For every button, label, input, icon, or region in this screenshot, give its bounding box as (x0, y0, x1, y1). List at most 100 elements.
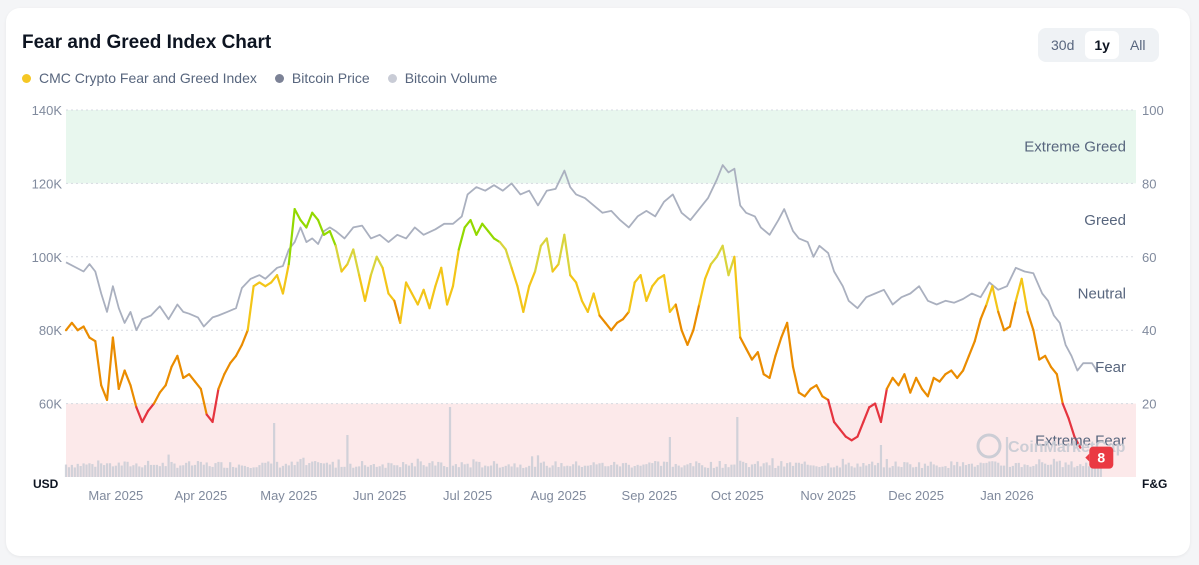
volume-bar (399, 467, 402, 477)
volume-bar (569, 466, 572, 477)
volume-bar (1038, 459, 1041, 477)
volume-bar (155, 464, 158, 477)
volume-bar (360, 461, 364, 477)
volume-bar (501, 466, 504, 477)
volume-bar (281, 465, 285, 477)
volume-bar (821, 466, 824, 477)
zone-label-greed: Greed (1084, 212, 1126, 229)
volume-bar (747, 467, 751, 477)
index-segment (129, 384, 138, 409)
index-segment (739, 336, 748, 350)
volume-bar (223, 467, 226, 477)
volume-bar (226, 467, 229, 477)
x-axis-tick: Aug 2025 (531, 488, 587, 503)
volume-bar (551, 465, 554, 477)
volume-bar (929, 461, 932, 477)
volume-bar (724, 464, 727, 477)
volume-bar (850, 466, 853, 477)
index-segment (516, 285, 525, 313)
volume-bar (592, 462, 595, 477)
range-all-button[interactable]: All (1129, 37, 1146, 53)
volume-bar (701, 465, 704, 477)
index-segment (223, 362, 232, 376)
volume-bars (64, 407, 1102, 477)
current-value-text: 8 (1097, 450, 1105, 466)
volume-bar (830, 467, 833, 477)
volume-bar (126, 461, 129, 477)
zone-label-neutral: Neutral (1078, 286, 1126, 303)
volume-bar (1011, 465, 1014, 477)
index-segment (451, 248, 460, 288)
legend-item-price[interactable]: Bitcoin Price (274, 70, 370, 86)
volume-bar (633, 466, 636, 477)
index-segment (1067, 417, 1076, 438)
index-segment (299, 219, 308, 229)
x-axis-tick: Dec 2025 (888, 488, 944, 503)
index-segment (170, 354, 179, 368)
index-segment (762, 373, 771, 380)
volume-bar (419, 461, 422, 477)
volume-bar (211, 466, 214, 477)
volume-bar (188, 461, 191, 477)
volume-bar (533, 466, 537, 477)
legend-item-index[interactable]: CMC Crypto Fear and Greed Index (22, 70, 257, 86)
volume-bar (378, 466, 381, 477)
index-segment (141, 409, 150, 424)
volume-bar (469, 467, 472, 477)
volume-bar (146, 460, 150, 477)
volume-bar (103, 465, 106, 477)
volume-bar (105, 463, 109, 477)
index-segment (651, 277, 660, 288)
index-segment (662, 274, 671, 313)
volume-bar (73, 467, 76, 477)
left-axis-tick: 120K (32, 176, 63, 191)
volume-bar (1093, 466, 1097, 477)
volume-bar (325, 462, 329, 477)
index-segment (780, 321, 789, 339)
index-segment (686, 329, 695, 346)
index-segment (117, 369, 126, 391)
volume-bar (82, 463, 85, 477)
range-1y-button[interactable]: 1y (1085, 31, 1119, 59)
legend-item-volume[interactable]: Bitcoin Volume (387, 70, 497, 86)
index-segment (815, 384, 824, 398)
volume-bar (1099, 463, 1102, 477)
volume-bar (249, 467, 252, 477)
volume-bar (179, 465, 182, 477)
volume-bar (1082, 466, 1085, 477)
volume-bar (246, 467, 249, 477)
index-segment (680, 329, 689, 346)
volume-bar (205, 462, 208, 477)
volume-bar (498, 467, 501, 477)
volume-bar (94, 466, 97, 477)
left-axis-tick: 100K (32, 250, 63, 265)
volume-bar (1049, 464, 1053, 477)
volume-bar (317, 462, 320, 477)
range-30d-button[interactable]: 30d (1051, 37, 1075, 53)
index-segment (979, 303, 988, 321)
volume-bar (431, 461, 434, 477)
index-segment (1061, 402, 1070, 420)
fear-greed-index-line (64, 207, 1082, 449)
volume-bar (372, 464, 375, 477)
volume-bar (349, 463, 352, 477)
volume-bar (425, 466, 428, 477)
volume-bar (891, 466, 894, 477)
index-segment (481, 222, 490, 233)
volume-bar (193, 464, 197, 477)
index-segment (111, 336, 120, 391)
index-segment (715, 244, 724, 258)
volume-bar (1017, 462, 1020, 477)
volume-bar (803, 461, 806, 477)
index-segment (199, 387, 208, 416)
volume-bar (604, 466, 607, 477)
chart-legend: CMC Crypto Fear and Greed Index Bitcoin … (22, 70, 497, 86)
volume-bar (337, 459, 340, 477)
index-segment (727, 255, 736, 277)
volume-bar (214, 463, 217, 477)
volume-bar (305, 465, 308, 477)
volume-bar (736, 417, 739, 477)
index-segment (275, 274, 285, 295)
index-segment (616, 318, 625, 324)
volume-bar (293, 465, 296, 477)
